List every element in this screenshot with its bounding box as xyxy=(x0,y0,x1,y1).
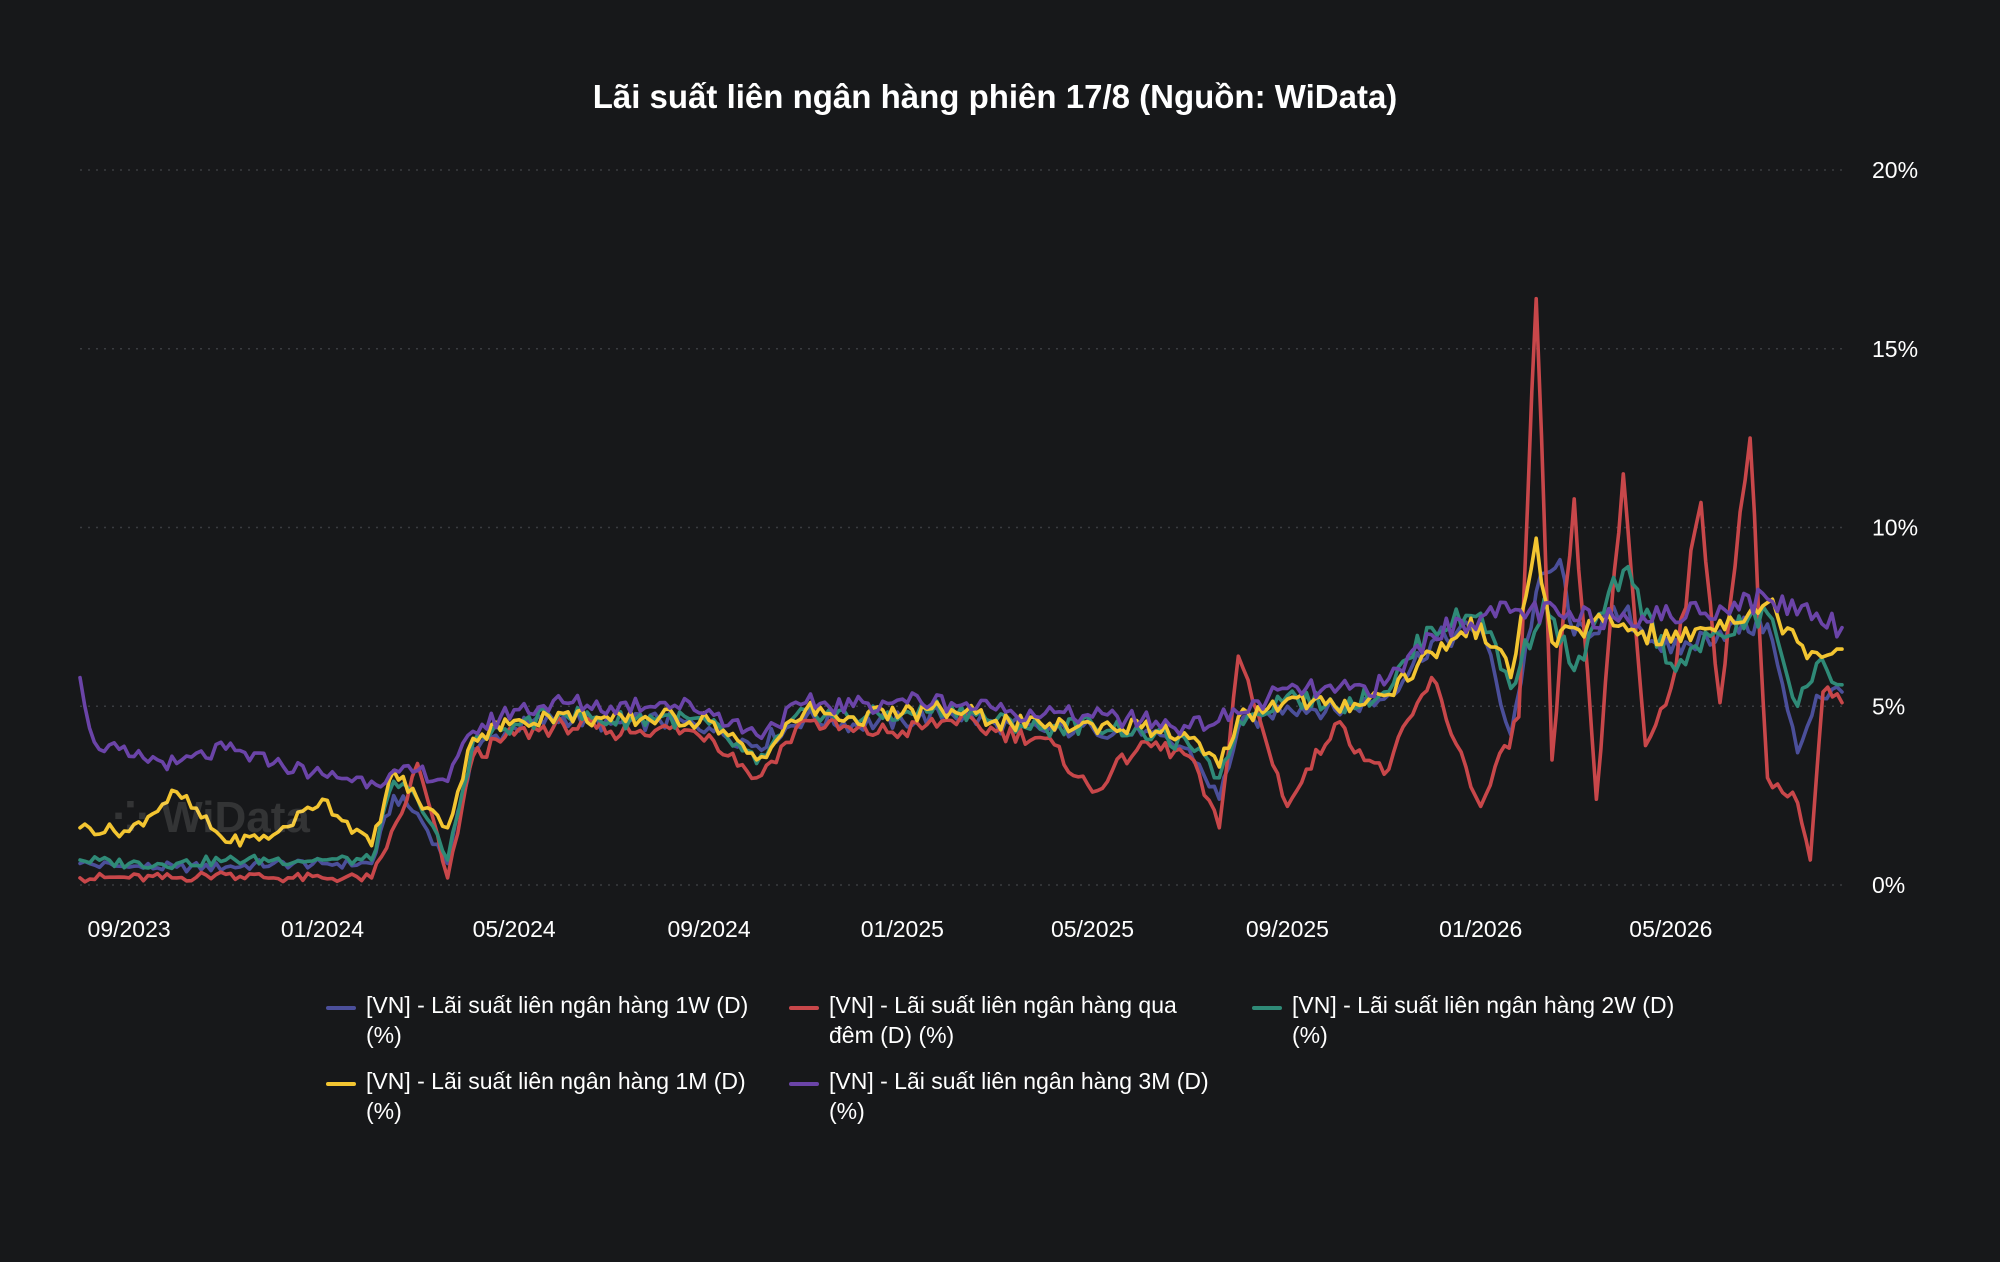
legend-swatch xyxy=(789,1082,819,1086)
y-tick-label: 5% xyxy=(1872,693,1905,719)
legend-item[interactable]: [VN] - Lãi suất liên ngân hàng 1M (D) (%… xyxy=(326,1066,756,1126)
y-tick-label: 0% xyxy=(1872,872,1905,898)
legend-label: [VN] - Lãi suất liên ngân hàng 1W (D) (%… xyxy=(366,992,749,1048)
series-line-5 xyxy=(78,587,1844,790)
x-tick-label: 05/2026 xyxy=(1629,916,1712,942)
x-tick-label: 01/2026 xyxy=(1439,916,1522,942)
legend-label: [VN] - Lãi suất liên ngân hàng qua đêm (… xyxy=(829,992,1177,1048)
y-tick-label: 10% xyxy=(1872,515,1918,541)
x-tick-label: 09/2023 xyxy=(88,916,171,942)
legend-label: [VN] - Lãi suất liên ngân hàng 3M (D) (%… xyxy=(829,1068,1209,1124)
legend-item[interactable]: [VN] - Lãi suất liên ngân hàng 1W (D) (%… xyxy=(326,990,756,1050)
x-tick-label: 01/2024 xyxy=(281,916,364,942)
series-line-4 xyxy=(78,536,1844,848)
x-tick-label: 05/2025 xyxy=(1051,916,1134,942)
y-tick-label: 20% xyxy=(1872,157,1918,183)
x-axis: 09/2023 01/2024 05/2024 09/2024 01/2025 05/20… xyxy=(88,916,1713,942)
y-tick-label: 15% xyxy=(1872,336,1918,362)
watermark-logo: ⁘ WiData xyxy=(112,793,310,842)
series-line-2 xyxy=(78,296,1844,884)
chart-title: Lãi suất liên ngân hàng phiên 17/8 (Nguồ… xyxy=(593,78,1398,115)
legend-swatch xyxy=(789,1006,819,1010)
series-lines xyxy=(78,296,1844,884)
x-tick-label: 09/2024 xyxy=(667,916,750,942)
x-tick-label: 05/2024 xyxy=(473,916,556,942)
legend-item[interactable]: [VN] - Lãi suất liên ngân hàng 3M (D) (%… xyxy=(789,1066,1219,1126)
legend-swatch xyxy=(326,1082,356,1086)
legend-label: [VN] - Lãi suất liên ngân hàng 2W (D) (%… xyxy=(1292,992,1675,1048)
legend-swatch xyxy=(1252,1006,1282,1010)
legend-swatch xyxy=(326,1006,356,1010)
y-axis: 0% 5% 10% 15% 20% xyxy=(1872,157,1918,898)
legend-item[interactable]: [VN] - Lãi suất liên ngân hàng qua đêm (… xyxy=(789,990,1219,1050)
legend-item[interactable]: [VN] - Lãi suất liên ngân hàng 2W (D) (%… xyxy=(1252,990,1682,1050)
x-tick-label: 01/2025 xyxy=(861,916,944,942)
x-tick-label: 09/2025 xyxy=(1246,916,1329,942)
legend-label: [VN] - Lãi suất liên ngân hàng 1M (D) (%… xyxy=(366,1068,746,1124)
